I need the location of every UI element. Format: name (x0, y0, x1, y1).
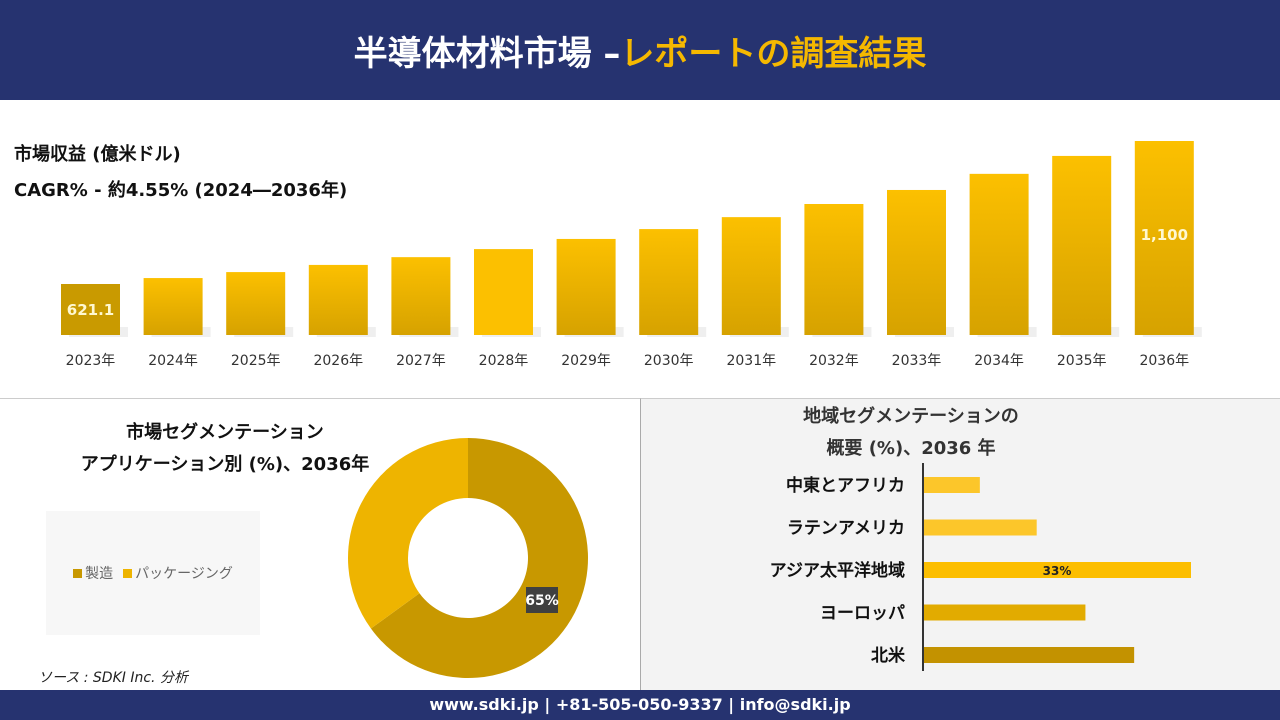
revenue-bar (474, 249, 533, 335)
region-bar (923, 519, 1037, 536)
source-note: ソース : SDKI Inc. 分析 (38, 670, 188, 686)
region-label: アジア太平洋地域 (770, 560, 905, 581)
region-label: ラテンアメリカ (787, 519, 905, 539)
donut-slice (370, 438, 588, 678)
revenue-bar (143, 278, 203, 335)
application-segment-panel: 市場セグメンテーション アプリケーション別 (%)、2036年 製造 パッケージ… (0, 398, 640, 690)
x-tick-label: 2034年 (974, 353, 1024, 369)
donut-label-box (526, 587, 558, 613)
x-tick-label: 2026年 (313, 353, 363, 369)
revenue-bar (556, 238, 616, 335)
region-bar (923, 647, 1135, 663)
x-tick-label: 2031年 (726, 353, 776, 369)
region-label: ヨーロッパ (820, 604, 905, 624)
donut-chart: 65% (348, 438, 588, 678)
donut-title-2: アプリケーション別 (%)、2036年 (80, 454, 370, 475)
region-label: 中東とアフリカ (786, 475, 905, 496)
region-bar (923, 604, 1086, 621)
revenue-bar (1052, 155, 1112, 335)
region-segment-panel: 地域セグメンテーションの 概要 (%)、2036 年 中東とアフリカ ラテンアメリ… (640, 398, 1280, 690)
revenue-bar (308, 264, 368, 335)
revenue-bar (639, 229, 699, 335)
bar-data-label: 621.1 (67, 301, 114, 319)
x-tick-label: 2024年 (148, 353, 198, 369)
region-bar (923, 562, 1191, 578)
header-banner: 半導体材料市場 – レポートの調査結果 (0, 0, 1280, 100)
region-data-label: 33% (1043, 564, 1072, 578)
x-tick-label: 2033年 (892, 353, 942, 369)
region-label: 北米 (871, 645, 906, 666)
x-tick-label: 2027年 (396, 353, 446, 369)
donut-slice (348, 438, 468, 629)
x-tick-label: 2029年 (561, 353, 611, 369)
legend-item-packaging: パッケージング (123, 563, 233, 583)
revenue-bar (804, 204, 864, 335)
revenue-bar (226, 272, 286, 335)
revenue-bar-chart: 2023年 621.1 2024年 2025年 2026年 2027年 2028年 2029年… (61, 141, 1202, 369)
donut-data-label: 65% (525, 593, 559, 609)
title-main: 半導体材料市場 – (353, 33, 621, 74)
revenue-bar (391, 257, 451, 335)
region-title-2: 概要 (%)、2036 年 (826, 438, 996, 459)
legend-item-manufacturing: 製造 (73, 563, 113, 583)
revenue-bar (969, 173, 1029, 335)
title-highlight: レポートの調査結果 (620, 33, 927, 74)
donut-legend: 製造 パッケージング (46, 511, 260, 635)
region-title-1: 地域セグメンテーションの (803, 406, 1019, 427)
revenue-bar (61, 284, 120, 335)
donut-title-1: 市場セグメンテーション (126, 422, 324, 443)
x-tick-label: 2023年 (66, 353, 116, 369)
x-tick-label: 2035年 (1057, 353, 1107, 369)
revenue-label: 市場収益 (億米ドル) (14, 144, 181, 165)
x-tick-label: 2028年 (479, 353, 529, 369)
x-tick-label: 2036年 (1139, 353, 1189, 369)
revenue-bar (721, 217, 781, 335)
x-tick-label: 2032年 (809, 353, 859, 369)
x-tick-label: 2030年 (644, 353, 694, 369)
region-bar (923, 477, 980, 493)
cagr-label: CAGR% - 約4.55% (2024―2036年) (14, 180, 348, 201)
x-tick-label: 2025年 (231, 353, 281, 369)
bar-data-label: 1,100 (1141, 226, 1188, 244)
footer-contact: www.sdki.jp | +81-505-050-9337 | info@sd… (0, 690, 1280, 720)
revenue-bar (887, 189, 946, 335)
revenue-bar (1134, 141, 1194, 335)
